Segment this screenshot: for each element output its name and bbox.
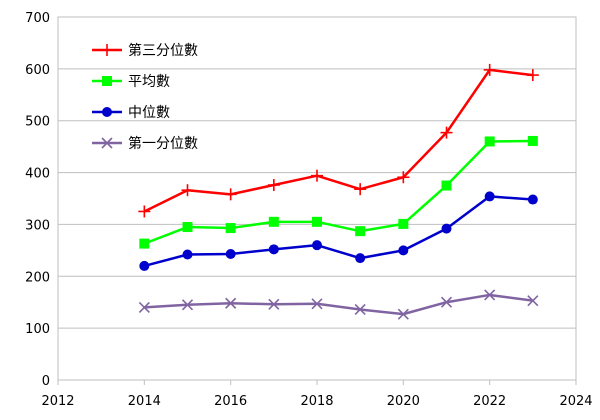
data-point bbox=[398, 218, 409, 229]
data-point bbox=[225, 297, 237, 309]
legend-label: 第三分位數 bbox=[128, 42, 198, 59]
legend-entry: 第三分位數 bbox=[92, 42, 198, 59]
y-tick-labels: 0 100 200 300 400 500 600 700 bbox=[25, 11, 50, 389]
data-point bbox=[527, 135, 538, 146]
data-point bbox=[138, 301, 150, 313]
data-point bbox=[311, 169, 323, 182]
legend-marker bbox=[102, 76, 112, 86]
data-point bbox=[441, 223, 452, 234]
data-point bbox=[268, 298, 280, 310]
y-tick-label: 700 bbox=[25, 11, 50, 26]
y-tick-label: 600 bbox=[25, 63, 50, 78]
data-point bbox=[224, 188, 237, 201]
legend-marker bbox=[101, 44, 113, 56]
x-tick-label: 2014 bbox=[128, 394, 161, 409]
legend-marker bbox=[102, 107, 112, 117]
data-point bbox=[483, 63, 496, 76]
x-tick-label: 2020 bbox=[387, 394, 420, 409]
y-tick-label: 0 bbox=[42, 374, 50, 389]
data-point bbox=[268, 216, 279, 227]
data-point bbox=[181, 299, 194, 311]
data-point bbox=[354, 303, 366, 316]
data-point bbox=[354, 183, 367, 196]
data-point bbox=[312, 240, 322, 251]
data-point bbox=[139, 260, 150, 271]
x-tick-label: 2016 bbox=[214, 394, 247, 409]
data-point bbox=[138, 205, 151, 218]
data-point bbox=[527, 295, 539, 307]
data-point bbox=[526, 69, 539, 82]
data-point bbox=[484, 289, 496, 301]
x-tick-label: 2024 bbox=[559, 394, 592, 409]
series-2 bbox=[139, 135, 538, 249]
legend-label: 平均數 bbox=[128, 74, 170, 90]
y-tick-label: 300 bbox=[25, 218, 50, 233]
data-point bbox=[268, 244, 279, 255]
y-tick-label: 400 bbox=[25, 167, 50, 182]
legend-label: 第一分位數 bbox=[128, 135, 198, 152]
data-point bbox=[355, 226, 366, 237]
series-1 bbox=[138, 63, 539, 218]
data-point bbox=[440, 296, 453, 308]
data-point bbox=[440, 126, 453, 139]
x-tick-labels: 2012 2014 2016 2018 2020 2022 2024 bbox=[41, 394, 592, 409]
series-4 bbox=[138, 289, 539, 320]
data-point bbox=[355, 253, 366, 264]
series-line bbox=[143, 139, 533, 245]
data-point bbox=[484, 191, 495, 202]
data-point bbox=[139, 238, 150, 249]
y-tick-label: 200 bbox=[25, 270, 50, 285]
data-point bbox=[267, 179, 280, 192]
series-line bbox=[143, 68, 533, 213]
x-tick-label: 2022 bbox=[473, 394, 506, 409]
data-point bbox=[484, 136, 495, 147]
data-point bbox=[182, 222, 193, 233]
data-point bbox=[311, 298, 323, 310]
legend-entry: 中位數 bbox=[92, 105, 170, 121]
series-group bbox=[138, 63, 539, 320]
legend-marker bbox=[101, 137, 113, 149]
data-point bbox=[312, 216, 322, 227]
data-point bbox=[182, 249, 193, 260]
data-point bbox=[527, 194, 538, 205]
legend-entry: 第一分位數 bbox=[92, 135, 198, 152]
legend-label: 中位數 bbox=[128, 105, 170, 121]
data-point bbox=[397, 308, 409, 320]
legend-entry: 平均數 bbox=[92, 74, 170, 90]
data-point bbox=[441, 180, 452, 191]
y-tick-label: 500 bbox=[25, 115, 50, 130]
data-point bbox=[181, 184, 194, 197]
data-point bbox=[225, 223, 236, 234]
x-tick-label: 2012 bbox=[41, 394, 74, 409]
series-3 bbox=[139, 191, 538, 271]
series-line bbox=[144, 293, 533, 316]
data-point bbox=[398, 245, 409, 256]
x-tick-label: 2018 bbox=[300, 394, 333, 409]
y-tick-label: 100 bbox=[25, 322, 50, 337]
data-point bbox=[397, 171, 410, 184]
axes bbox=[57, 16, 577, 385]
data-point bbox=[225, 248, 236, 259]
series-line bbox=[144, 195, 533, 268]
